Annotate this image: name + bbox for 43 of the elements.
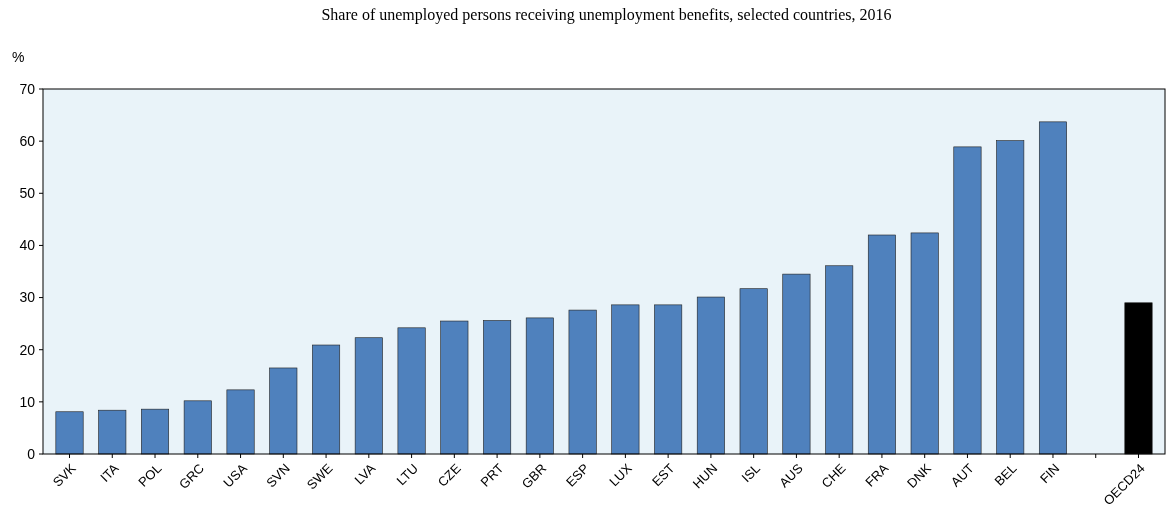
x-tick-label: USA (220, 460, 251, 491)
bar (611, 304, 640, 455)
chart-title: Share of unemployed persons receiving unemployment benefits, selected countries, 2016 (321, 6, 892, 24)
bar (269, 367, 298, 455)
y-tick-label: 60 (19, 133, 36, 150)
bar (696, 296, 725, 455)
bar (910, 232, 939, 455)
y-tick-label: 40 (19, 237, 36, 254)
bar (141, 408, 170, 455)
bar (183, 400, 212, 455)
bar (440, 320, 469, 455)
bar (1038, 121, 1067, 455)
x-tick-label: LTU (393, 460, 421, 489)
x-tick-label: LVA (351, 460, 379, 488)
bar (525, 317, 554, 455)
bar (953, 146, 982, 455)
y-tick-label: 10 (19, 393, 36, 410)
bar (397, 327, 426, 455)
y-tick-label: 0 (27, 445, 36, 462)
bar (312, 344, 341, 455)
y-axis-title: % (12, 49, 25, 65)
bar (739, 288, 768, 455)
x-tick-label: FRA (862, 460, 892, 490)
y-tick-label: 30 (19, 289, 36, 306)
bar (568, 309, 597, 455)
x-tick-label: BEL (991, 460, 1020, 489)
bar (782, 273, 811, 455)
bar (483, 320, 512, 455)
bar (654, 304, 683, 455)
bar (55, 411, 84, 455)
bar (354, 337, 383, 455)
y-tick-label: 20 (19, 341, 36, 358)
bar (867, 234, 896, 455)
x-tick-label: POL (135, 460, 165, 490)
y-tick-label: 70 (19, 80, 36, 97)
x-tick-label: ITA (97, 460, 122, 485)
y-tick-label: 50 (19, 185, 36, 202)
bar (825, 265, 854, 455)
bar (996, 140, 1025, 455)
x-tick-label: ISL (738, 460, 763, 486)
x-tick-label: FIN (1036, 460, 1063, 487)
bar (226, 389, 255, 455)
bar (98, 409, 127, 455)
